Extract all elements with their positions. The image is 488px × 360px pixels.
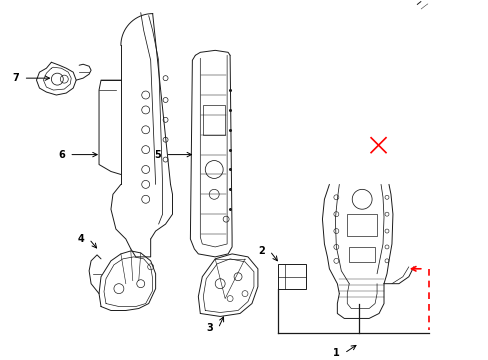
Text: 1: 1 (332, 348, 339, 358)
Text: 4: 4 (78, 234, 84, 244)
Text: 7: 7 (12, 73, 19, 83)
Text: 2: 2 (258, 246, 264, 256)
Bar (203, 105, 224, 135)
Text: 5: 5 (154, 150, 161, 159)
Text: 3: 3 (206, 323, 213, 333)
Bar (346, 214, 376, 236)
Text: 6: 6 (58, 150, 64, 159)
Bar (348, 247, 374, 262)
Bar (277, 264, 305, 289)
